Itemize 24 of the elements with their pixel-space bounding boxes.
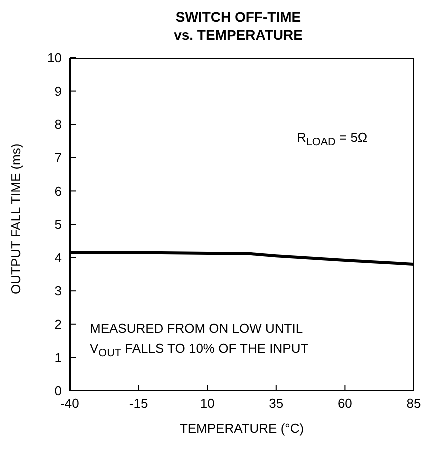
y-tick-label: 10: [48, 50, 62, 66]
y-axis-title: OUTPUT FALL TIME (ms): [8, 144, 24, 294]
y-tick-label: 2: [54, 317, 62, 332]
x-tick-label: 35: [269, 396, 284, 412]
x-tick-label: 60: [338, 396, 352, 412]
y-tick-label: 6: [54, 184, 62, 199]
y-tick-label: 1: [54, 350, 62, 366]
chart-subtitle: vs. TEMPERATURE: [173, 26, 304, 44]
annotation: V$_{OUT}$ FALLS TO 10% OF THE INPUT: [88, 341, 311, 360]
x-tick-label: 85: [406, 396, 422, 412]
chart-title: SWITCH OFF-TIME: [174, 8, 302, 26]
x-tick-label: 10: [200, 396, 215, 412]
y-tick-label: 9: [54, 84, 62, 99]
y-tick-label: 5: [54, 217, 62, 232]
y-tick-label: 0: [54, 384, 62, 399]
annotation: MEASURED FROM ON LOW UNTIL: [88, 321, 306, 336]
annotation: R$_{LOAD}$ = 5Ω: [296, 130, 369, 149]
y-tick-label: 4: [54, 250, 62, 266]
x-axis-title: TEMPERATURE (°C): [180, 421, 304, 436]
x-tick-label: -15: [129, 396, 148, 412]
y-tick-label: 3: [54, 284, 62, 299]
x-tick-label: -40: [60, 396, 80, 412]
y-tick-label: 7: [54, 150, 62, 166]
y-tick-label: 8: [54, 117, 62, 132]
